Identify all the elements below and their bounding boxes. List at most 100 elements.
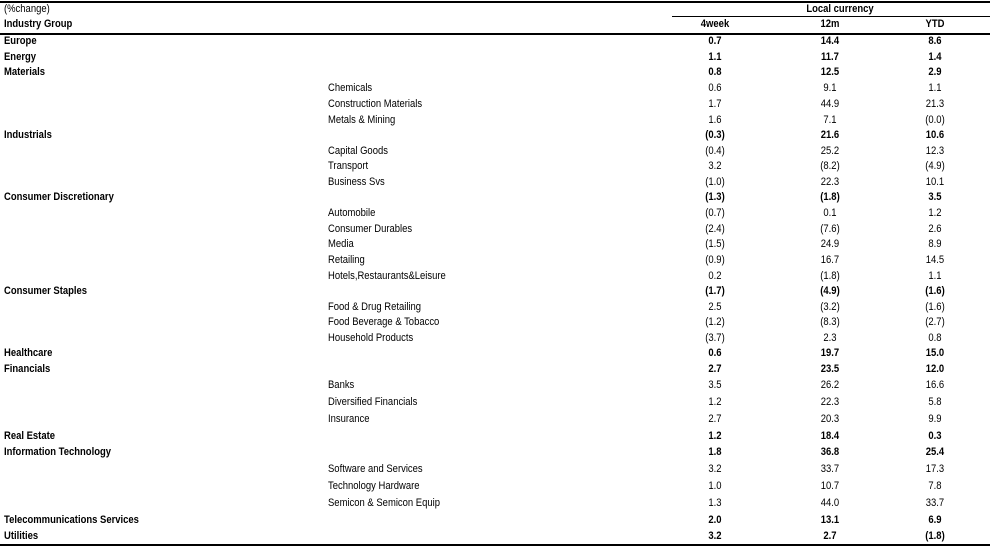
cell-ytd: 8.6	[928, 35, 942, 47]
cell-ytd: (4.9)	[925, 160, 945, 172]
cell-12m: 7.1	[823, 114, 837, 126]
cell-4week: 2.5	[708, 301, 722, 313]
subgroup-label: Media	[328, 238, 354, 250]
cell-12m: (8.2)	[820, 160, 840, 172]
group-label: Information Technology	[4, 446, 112, 458]
cell-ytd: (2.7)	[925, 316, 945, 328]
cell-4week: 2.7	[708, 413, 722, 425]
top-rule	[0, 1, 990, 3]
cell-4week: 2.0	[708, 514, 722, 526]
cell-12m: 26.2	[820, 379, 840, 391]
cell-ytd: 15.0	[925, 347, 945, 359]
group-label: Real Estate	[4, 430, 56, 442]
cell-ytd: (1.8)	[925, 530, 945, 542]
cell-4week: (0.4)	[705, 145, 725, 157]
cell-ytd: 7.8	[928, 480, 942, 492]
cell-12m: (4.9)	[820, 285, 840, 297]
cell-12m: 36.8	[820, 446, 840, 458]
col-header-12m: 12m	[820, 18, 840, 30]
subgroup-label: Automobile	[328, 207, 376, 219]
cell-4week: (0.9)	[705, 254, 725, 266]
currency-header: Local currency	[806, 3, 874, 15]
cell-ytd: 10.6	[925, 129, 945, 141]
group-label: Industrials	[4, 129, 52, 141]
cell-12m: 9.1	[823, 82, 837, 94]
cell-4week: 2.7	[708, 363, 722, 375]
group-label: Energy	[4, 51, 37, 63]
cell-ytd: 33.7	[925, 497, 945, 509]
header-rule	[0, 33, 990, 35]
cell-12m: 33.7	[820, 463, 840, 475]
cell-12m: 19.7	[820, 347, 840, 359]
cell-4week: (1.2)	[705, 316, 725, 328]
cell-ytd: (0.0)	[925, 114, 945, 126]
cell-12m: 22.3	[820, 396, 840, 408]
cell-12m: (1.8)	[820, 191, 840, 203]
cell-12m: 16.7	[820, 254, 840, 266]
group-label: Telecommunications Services	[4, 514, 139, 526]
subgroup-label: Metals & Mining	[328, 114, 396, 126]
cell-12m: 0.1	[823, 207, 837, 219]
cell-12m: 10.7	[820, 480, 840, 492]
cell-ytd: 1.1	[928, 270, 942, 282]
cell-ytd: (1.6)	[925, 285, 945, 297]
subgroup-label: Food & Drug Retailing	[328, 301, 422, 313]
cell-4week: 0.6	[708, 347, 722, 359]
cell-4week: 3.2	[708, 160, 722, 172]
cell-4week: 0.6	[708, 82, 722, 94]
cell-ytd: 3.5	[928, 191, 942, 203]
cell-12m: 44.9	[820, 98, 840, 110]
cell-ytd: 12.3	[925, 145, 945, 157]
subgroup-label: Technology Hardware	[328, 480, 420, 492]
cell-4week: 0.8	[708, 66, 722, 78]
cell-12m: 13.1	[820, 514, 840, 526]
subgroup-label: Food Beverage & Tobacco	[328, 316, 440, 328]
cell-12m: 2.7	[823, 530, 837, 542]
cell-12m: 23.5	[820, 363, 840, 375]
cell-4week: 1.3	[708, 497, 722, 509]
subgroup-label: Insurance	[328, 413, 370, 425]
cell-4week: 1.2	[708, 430, 722, 442]
cell-12m: 44.0	[820, 497, 840, 509]
cell-4week: 0.7	[708, 35, 722, 47]
group-label: Materials	[4, 66, 46, 78]
cell-4week: 1.1	[708, 51, 722, 63]
cell-ytd: 25.4	[925, 446, 945, 458]
subgroup-label: Banks	[328, 379, 355, 391]
cell-4week: 1.6	[708, 114, 722, 126]
cell-ytd: 21.3	[925, 98, 945, 110]
cell-12m: 21.6	[820, 129, 840, 141]
subgroup-label: Hotels,Restaurants&Leisure	[328, 270, 446, 282]
subgroup-label: Business Svs	[328, 176, 385, 188]
cell-4week: (1.5)	[705, 238, 725, 250]
subgroup-label: Consumer Durables	[328, 223, 413, 235]
cell-4week: (1.3)	[705, 191, 725, 203]
cell-4week: 1.8	[708, 446, 722, 458]
cell-12m: 11.7	[821, 51, 839, 63]
cell-4week: 0.2	[708, 270, 722, 282]
cell-ytd: 0.3	[928, 430, 942, 442]
bottom-rule	[0, 544, 990, 546]
group-label: Consumer Staples	[4, 285, 88, 297]
subgroup-label: Semicon & Semicon Equip	[328, 497, 441, 509]
cell-12m: 12.5	[820, 66, 840, 78]
cell-12m: (8.3)	[820, 316, 840, 328]
cell-4week: 3.2	[708, 530, 722, 542]
cell-12m: (7.6)	[820, 223, 840, 235]
cell-4week: 3.2	[708, 463, 722, 475]
cell-12m: 22.3	[820, 176, 840, 188]
cell-4week: (0.7)	[705, 207, 725, 219]
unit-label: (%change)	[4, 3, 50, 15]
cell-ytd: 6.9	[928, 514, 942, 526]
cell-ytd: 17.3	[925, 463, 945, 475]
group-label: Utilities	[4, 530, 39, 542]
cell-4week: (2.4)	[705, 223, 725, 235]
subgroup-label: Retailing	[328, 254, 365, 266]
subgroup-label: Transport	[328, 160, 369, 172]
cell-4week: 1.7	[708, 98, 722, 110]
group-label: Consumer Discretionary	[4, 191, 114, 203]
cell-4week: (1.7)	[705, 285, 725, 297]
cell-4week: 1.2	[708, 396, 722, 408]
cell-ytd: 0.8	[928, 332, 942, 344]
group-label: Europe	[4, 35, 37, 47]
